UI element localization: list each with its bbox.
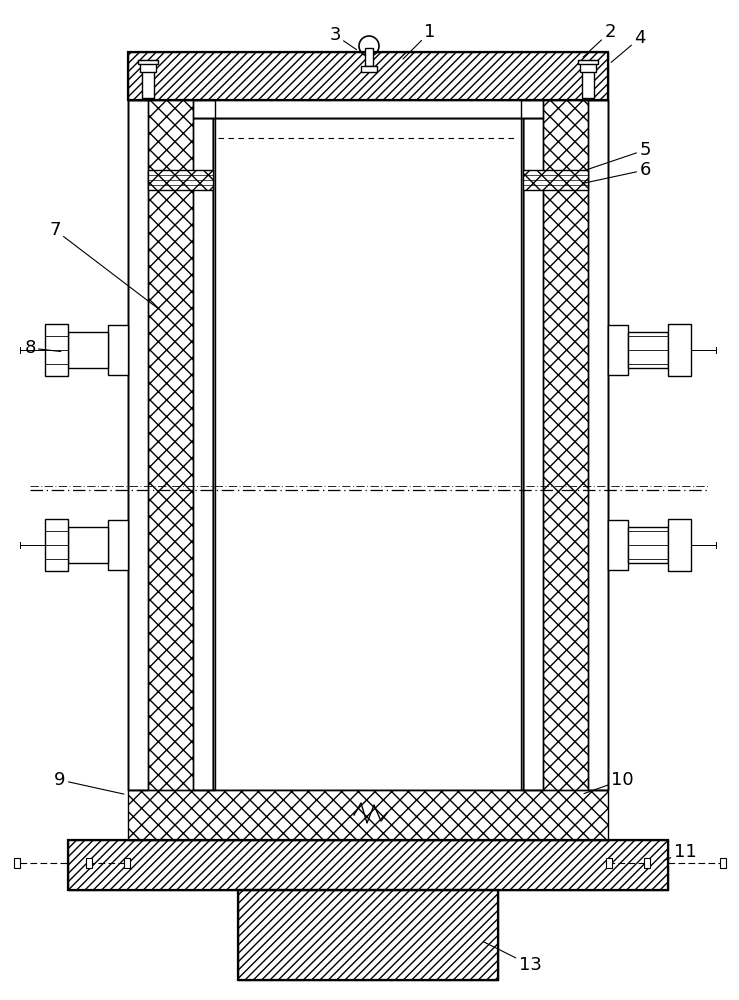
Text: 2: 2 bbox=[583, 23, 616, 57]
Bar bbox=[128, 790, 608, 840]
Bar bbox=[14, 858, 20, 868]
Bar bbox=[138, 60, 158, 64]
Bar bbox=[238, 890, 498, 980]
Bar bbox=[213, 118, 523, 790]
Bar bbox=[644, 858, 650, 868]
Text: 5: 5 bbox=[584, 141, 651, 171]
Text: 9: 9 bbox=[54, 771, 124, 794]
Bar bbox=[128, 100, 215, 790]
Bar bbox=[668, 519, 691, 571]
Text: 6: 6 bbox=[584, 161, 650, 183]
Bar bbox=[128, 100, 148, 790]
Bar bbox=[148, 170, 213, 190]
Bar bbox=[523, 170, 588, 190]
Text: 10: 10 bbox=[584, 771, 633, 794]
Text: 7: 7 bbox=[50, 221, 157, 307]
Bar bbox=[108, 520, 128, 570]
Bar bbox=[668, 324, 691, 376]
Bar bbox=[606, 858, 612, 868]
Bar bbox=[213, 118, 523, 790]
Bar bbox=[140, 62, 156, 72]
Bar bbox=[193, 118, 213, 790]
Bar bbox=[628, 332, 668, 368]
Bar bbox=[128, 100, 148, 790]
Bar bbox=[124, 858, 130, 868]
Bar bbox=[521, 100, 608, 790]
Bar bbox=[361, 66, 377, 72]
Bar bbox=[128, 100, 215, 790]
Bar bbox=[365, 48, 373, 66]
Bar bbox=[68, 840, 668, 890]
Text: 3: 3 bbox=[330, 26, 356, 50]
Bar bbox=[142, 70, 154, 98]
Bar bbox=[588, 100, 608, 790]
Bar bbox=[86, 858, 92, 868]
Bar bbox=[193, 100, 543, 118]
Bar bbox=[45, 324, 68, 376]
Bar bbox=[68, 527, 108, 563]
Bar bbox=[580, 62, 596, 72]
Text: 11: 11 bbox=[664, 843, 696, 861]
Bar bbox=[578, 60, 598, 64]
Bar bbox=[523, 118, 543, 790]
Bar bbox=[45, 519, 68, 571]
Bar bbox=[521, 100, 608, 790]
Bar bbox=[193, 118, 213, 790]
Bar bbox=[720, 858, 726, 868]
Text: 4: 4 bbox=[611, 29, 646, 62]
Text: 1: 1 bbox=[403, 23, 436, 59]
Bar bbox=[108, 325, 128, 375]
Bar bbox=[608, 520, 628, 570]
Bar bbox=[148, 170, 213, 190]
Bar bbox=[193, 100, 543, 118]
Bar bbox=[68, 332, 108, 368]
Bar bbox=[238, 890, 498, 980]
Bar bbox=[523, 118, 543, 790]
Text: 8: 8 bbox=[24, 339, 61, 357]
Bar bbox=[628, 527, 668, 563]
Bar bbox=[588, 100, 608, 790]
Bar bbox=[128, 52, 608, 100]
Bar bbox=[128, 790, 608, 840]
Bar bbox=[128, 52, 608, 100]
Text: 13: 13 bbox=[484, 942, 542, 974]
Bar bbox=[523, 170, 588, 190]
Bar bbox=[582, 70, 594, 98]
Bar bbox=[68, 840, 668, 890]
Bar bbox=[608, 325, 628, 375]
